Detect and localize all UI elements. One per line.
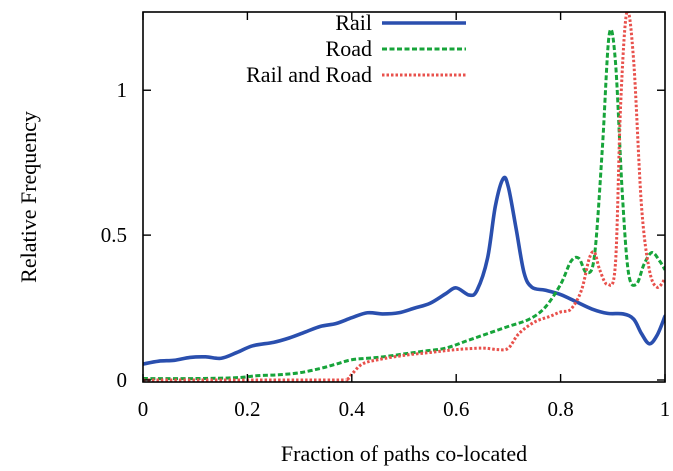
legend-label-rail: Rail bbox=[335, 10, 372, 35]
legend-label-road: Road bbox=[326, 36, 372, 61]
legend-label-rail-and-road: Rail and Road bbox=[246, 62, 372, 87]
series-line-rail bbox=[143, 175, 665, 366]
y-axis-label: Relative Frequency bbox=[16, 111, 41, 283]
x-tick-label: 0 bbox=[138, 397, 149, 421]
y-tick-label: 0.5 bbox=[101, 223, 127, 247]
x-tick-label: 0.2 bbox=[234, 397, 260, 421]
x-tick-label: 0.6 bbox=[443, 397, 469, 421]
x-tick-label: 0.8 bbox=[547, 397, 573, 421]
x-tick-label: 0.4 bbox=[339, 397, 366, 421]
series-layer bbox=[143, 12, 665, 382]
plot-frame bbox=[142, 11, 666, 383]
series-line-road bbox=[143, 27, 665, 381]
y-tick-label: 0 bbox=[117, 368, 128, 392]
ticks-layer: 0 0.2 0.4 0.6 0.8 1 0 0.5 1 bbox=[101, 12, 671, 421]
series-line-rail-and-road bbox=[143, 12, 665, 382]
x-axis-label: Fraction of paths co-located bbox=[281, 441, 527, 466]
x-tick-label: 1 bbox=[660, 397, 671, 421]
y-tick-label: 1 bbox=[117, 78, 128, 102]
